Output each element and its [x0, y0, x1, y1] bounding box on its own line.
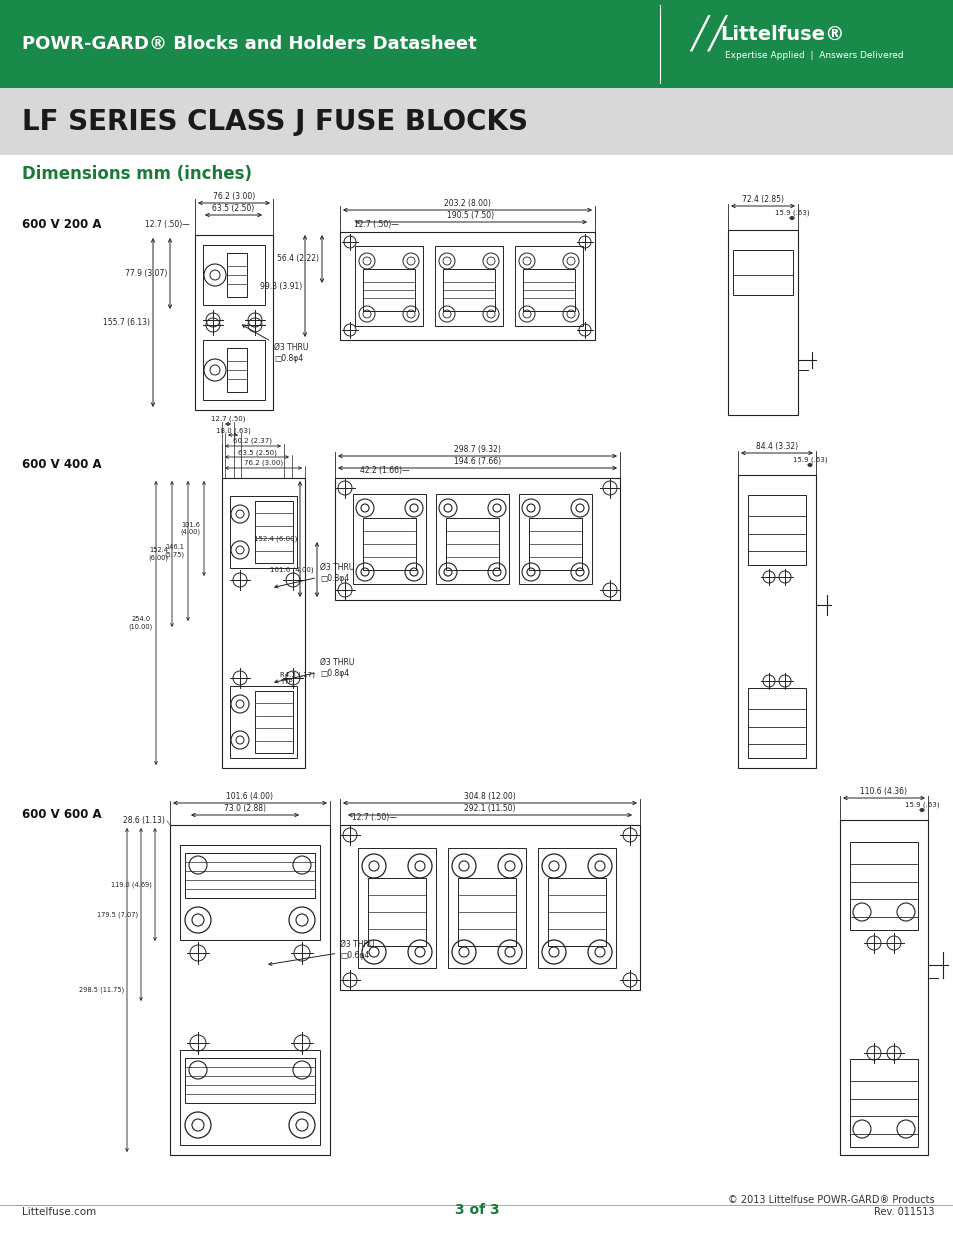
Text: 101.6 (4.00): 101.6 (4.00)	[270, 567, 314, 573]
Bar	[840, 820, 927, 1155]
Text: 119.0 (4.69): 119.0 (4.69)	[111, 882, 152, 888]
Bar	[230, 496, 296, 568]
Bar	[335, 478, 619, 600]
Text: Littelfuse®: Littelfuse®	[720, 25, 843, 43]
Text: 84.4 (3.32): 84.4 (3.32)	[755, 442, 798, 451]
Bar	[180, 845, 319, 940]
Text: POWR-GARD® Blocks and Holders Datasheet: POWR-GARD® Blocks and Holders Datasheet	[22, 35, 476, 53]
Bar	[522, 269, 575, 311]
Bar	[357, 848, 436, 968]
Bar	[732, 249, 792, 295]
Bar	[537, 848, 616, 968]
Text: 3 of 3: 3 of 3	[455, 1203, 498, 1216]
Text: 194.6 (7.66): 194.6 (7.66)	[454, 457, 500, 466]
Text: 600 V 400 A: 600 V 400 A	[22, 458, 102, 471]
Text: 72.4 (2.85): 72.4 (2.85)	[741, 195, 783, 204]
Text: 600 V 200 A: 600 V 200 A	[22, 219, 101, 231]
Text: Ø3 THRU
□0.6φ4: Ø3 THRU □0.6φ4	[269, 940, 374, 966]
Text: 76.2 (3.00): 76.2 (3.00)	[213, 191, 254, 201]
Text: 76.2 (3.00): 76.2 (3.00)	[244, 459, 283, 467]
Bar	[747, 688, 805, 758]
Text: 110.6 (4.36): 110.6 (4.36)	[860, 787, 906, 797]
Text: 15.9 (.63): 15.9 (.63)	[774, 210, 808, 216]
Bar	[457, 878, 516, 946]
Text: R4.3 (.17)
TYP.: R4.3 (.17) TYP.	[280, 672, 314, 684]
Bar	[227, 253, 247, 296]
Text: 15.9 (.63): 15.9 (.63)	[792, 457, 826, 463]
Bar	[547, 878, 605, 946]
Text: Expertise Applied  |  Answers Delivered: Expertise Applied | Answers Delivered	[724, 52, 902, 61]
Text: 63.5 (2.50): 63.5 (2.50)	[237, 450, 276, 456]
Text: 203.2 (8.00): 203.2 (8.00)	[443, 199, 491, 207]
Text: 56.4 (2.22): 56.4 (2.22)	[276, 254, 318, 263]
Bar	[363, 269, 415, 311]
Bar	[203, 340, 265, 400]
Text: 18.0 (.63): 18.0 (.63)	[215, 427, 250, 433]
Bar	[203, 245, 265, 305]
Text: LF SERIES CLASS J FUSE BLOCKS: LF SERIES CLASS J FUSE BLOCKS	[22, 107, 527, 136]
Bar	[180, 1050, 319, 1145]
Bar	[363, 517, 416, 571]
Bar	[435, 246, 502, 326]
Text: 12.7 (.50)—: 12.7 (.50)—	[352, 813, 396, 823]
Text: 99.3 (3.91): 99.3 (3.91)	[259, 282, 302, 290]
Text: ╱╱: ╱╱	[689, 16, 726, 52]
Text: 254.0
(10.00): 254.0 (10.00)	[129, 616, 152, 630]
Text: 63.5 (2.50): 63.5 (2.50)	[213, 204, 254, 212]
Bar	[515, 246, 582, 326]
Bar	[446, 517, 498, 571]
Bar	[849, 842, 917, 930]
Text: © 2013 Littelfuse POWR-GARD® Products
Rev. 011513: © 2013 Littelfuse POWR-GARD® Products Re…	[727, 1195, 934, 1216]
Text: 101.6
(4.00): 101.6 (4.00)	[181, 521, 201, 535]
Text: 292.1 (11.50): 292.1 (11.50)	[464, 804, 516, 813]
Bar	[185, 1058, 314, 1103]
Bar	[529, 517, 581, 571]
Text: 152.4 (6.00): 152.4 (6.00)	[253, 536, 296, 542]
Text: 155.7 (6.13): 155.7 (6.13)	[103, 317, 150, 327]
Bar	[194, 235, 273, 410]
Text: 12.7 (.50)—: 12.7 (.50)—	[145, 221, 190, 230]
Bar	[353, 494, 426, 584]
Text: 73.0 (2.88): 73.0 (2.88)	[224, 804, 266, 813]
Bar	[738, 475, 815, 768]
Text: 12.7 (.50)—: 12.7 (.50)—	[354, 220, 398, 228]
Bar	[368, 878, 426, 946]
Text: 298.5 (11.75): 298.5 (11.75)	[79, 987, 124, 993]
Text: Littelfuse.com: Littelfuse.com	[22, 1207, 96, 1216]
Text: 600 V 600 A: 600 V 600 A	[22, 808, 102, 821]
Text: 101.6 (4.00): 101.6 (4.00)	[226, 792, 274, 802]
Bar	[355, 246, 422, 326]
Bar	[227, 348, 247, 391]
Bar	[747, 495, 805, 564]
Bar	[170, 825, 330, 1155]
Bar	[727, 230, 797, 415]
Text: 304.8 (12.00): 304.8 (12.00)	[464, 792, 516, 802]
Text: Dimensions mm (inches): Dimensions mm (inches)	[22, 165, 252, 183]
Text: 42.2 (1.66)—: 42.2 (1.66)—	[359, 466, 409, 475]
Text: 12.7 (.50): 12.7 (.50)	[211, 416, 245, 422]
Bar	[0, 0, 953, 88]
Bar	[0, 88, 953, 156]
Text: Ø3 THRU
□0.8φ4: Ø3 THRU □0.8φ4	[274, 563, 354, 588]
Bar	[230, 685, 296, 758]
Text: 298.7 (9.32): 298.7 (9.32)	[454, 445, 500, 454]
Bar	[436, 494, 509, 584]
Text: 60.2 (2.37): 60.2 (2.37)	[233, 438, 273, 445]
Bar	[339, 232, 595, 340]
Text: 152.4
(6.00): 152.4 (6.00)	[149, 547, 169, 561]
Text: Ø3 THRU
□0.8φ4: Ø3 THRU □0.8φ4	[274, 658, 354, 683]
Text: 190.5 (7.50): 190.5 (7.50)	[447, 211, 494, 220]
Bar	[442, 269, 495, 311]
Text: 15.9 (.63): 15.9 (.63)	[903, 802, 939, 808]
Bar	[222, 478, 305, 768]
Bar	[254, 692, 293, 753]
Text: Ø3 THRU
□0.8φ4: Ø3 THRU □0.8φ4	[242, 325, 308, 363]
Bar	[254, 501, 293, 563]
Text: 146.1
(5.75): 146.1 (5.75)	[165, 545, 185, 558]
Bar	[339, 825, 639, 990]
Bar	[849, 1058, 917, 1147]
Text: 179.5 (7.07): 179.5 (7.07)	[97, 911, 138, 918]
Text: 77.9 (3.07): 77.9 (3.07)	[125, 269, 167, 278]
Bar	[518, 494, 592, 584]
Bar	[185, 853, 314, 898]
